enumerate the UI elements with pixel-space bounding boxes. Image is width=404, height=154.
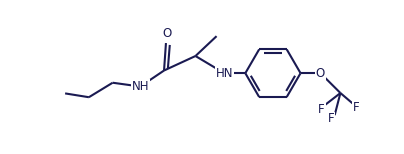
Text: F: F — [352, 101, 359, 114]
Text: O: O — [163, 27, 172, 40]
Text: F: F — [328, 112, 334, 126]
Text: F: F — [318, 103, 324, 116]
Text: O: O — [316, 67, 325, 80]
Text: HN: HN — [215, 67, 233, 80]
Text: NH: NH — [132, 80, 149, 93]
